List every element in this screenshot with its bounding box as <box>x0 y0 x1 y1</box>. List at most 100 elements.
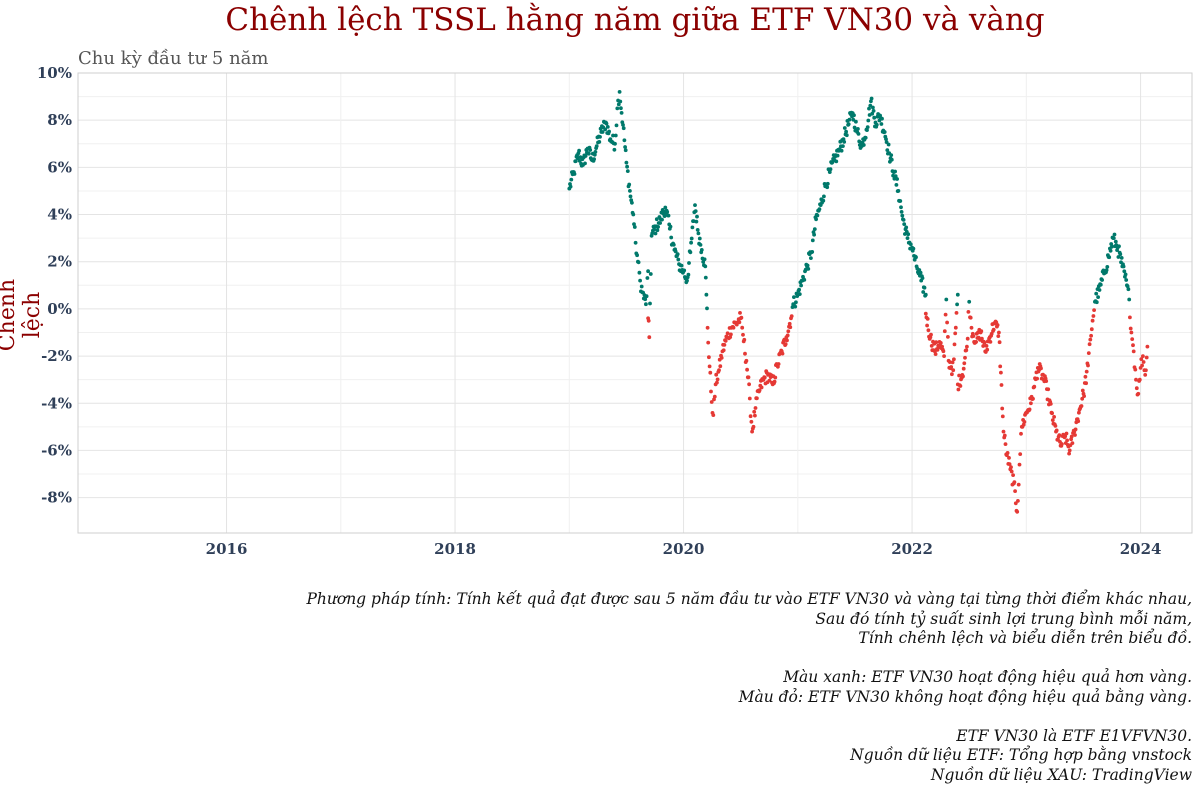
data-point <box>569 177 574 182</box>
data-point <box>731 325 736 330</box>
data-point <box>1031 396 1035 401</box>
data-point <box>920 276 925 280</box>
data-point <box>648 301 652 306</box>
data-point <box>740 325 745 330</box>
data-point <box>767 378 772 383</box>
data-point <box>611 133 615 138</box>
data-point <box>952 342 957 347</box>
data-point <box>1097 288 1102 292</box>
data-point <box>906 232 911 237</box>
data-point <box>785 333 790 338</box>
data-point <box>707 355 711 360</box>
data-point <box>812 232 816 237</box>
data-point <box>690 225 695 230</box>
data-point <box>1044 379 1049 383</box>
data-point <box>889 157 894 162</box>
data-point <box>815 213 820 218</box>
data-point <box>669 235 674 240</box>
data-point <box>1070 441 1075 445</box>
scatter-chart: -8% -6% -4% -2% 0% 2% 4% 6% 8% 10% 2016 2018 2020 202… <box>37 64 1193 558</box>
data-point <box>842 140 847 144</box>
data-point <box>940 344 944 349</box>
data-point <box>1086 363 1090 368</box>
data-point <box>1032 384 1037 389</box>
data-point <box>632 225 637 229</box>
data-point <box>882 130 887 134</box>
data-point <box>968 315 973 320</box>
data-point <box>616 102 621 107</box>
data-point <box>705 306 709 311</box>
data-point <box>783 342 788 346</box>
data-point <box>886 142 891 147</box>
data-point <box>714 372 719 377</box>
data-point <box>1131 343 1135 348</box>
data-point <box>995 323 1000 327</box>
data-point <box>1084 381 1088 386</box>
data-point <box>787 321 792 326</box>
data-point <box>996 334 1001 338</box>
data-point <box>955 292 960 297</box>
data-point <box>812 227 817 232</box>
data-point <box>979 329 984 334</box>
data-point <box>1005 451 1010 455</box>
data-point <box>925 317 930 321</box>
data-point <box>942 329 947 334</box>
data-point <box>1104 268 1109 272</box>
data-point <box>974 340 978 344</box>
data-point <box>1076 419 1081 424</box>
data-point <box>988 340 993 344</box>
data-point <box>789 314 794 318</box>
data-point <box>708 370 713 375</box>
data-point <box>711 413 716 417</box>
data-point <box>817 207 822 212</box>
data-point <box>1000 414 1005 419</box>
data-point <box>945 320 949 325</box>
data-point <box>949 365 954 369</box>
data-point <box>871 105 875 110</box>
data-point <box>1117 244 1121 249</box>
data-point <box>1092 308 1096 312</box>
data-point <box>825 185 830 190</box>
data-point <box>997 330 1001 335</box>
data-point <box>792 295 796 299</box>
data-point <box>577 159 582 163</box>
data-point <box>1098 282 1103 287</box>
data-point <box>739 315 744 320</box>
data-point <box>1073 433 1077 437</box>
data-point <box>893 174 898 179</box>
data-point <box>871 109 876 113</box>
data-point <box>687 261 691 265</box>
data-point <box>1144 355 1149 360</box>
data-point <box>923 292 928 297</box>
data-point <box>748 414 753 419</box>
data-point <box>592 152 597 157</box>
data-point <box>788 325 793 330</box>
data-point <box>1116 255 1121 259</box>
data-point <box>1134 377 1138 382</box>
data-point <box>1011 473 1015 477</box>
data-point <box>1129 330 1134 335</box>
red-legend-note: Màu đỏ: ETF VN30 không hoạt động hiệu qu… <box>738 687 1192 706</box>
data-point <box>901 218 906 222</box>
data-point <box>926 328 931 333</box>
data-point <box>1137 377 1142 382</box>
data-point <box>1029 401 1033 406</box>
data-point <box>572 172 577 176</box>
data-point <box>844 133 849 138</box>
data-point <box>633 240 638 245</box>
data-point <box>689 236 694 241</box>
data-point <box>686 272 691 277</box>
data-point <box>583 161 587 166</box>
data-point <box>923 311 928 316</box>
data-point <box>991 327 996 332</box>
data-point <box>646 318 651 323</box>
data-point <box>1136 391 1141 396</box>
data-point <box>688 250 693 255</box>
data-point <box>594 144 599 149</box>
data-point <box>865 125 870 129</box>
data-point <box>1089 333 1093 338</box>
data-point <box>695 214 699 219</box>
data-point <box>938 341 943 345</box>
data-point <box>953 331 958 336</box>
data-point <box>1060 442 1064 446</box>
